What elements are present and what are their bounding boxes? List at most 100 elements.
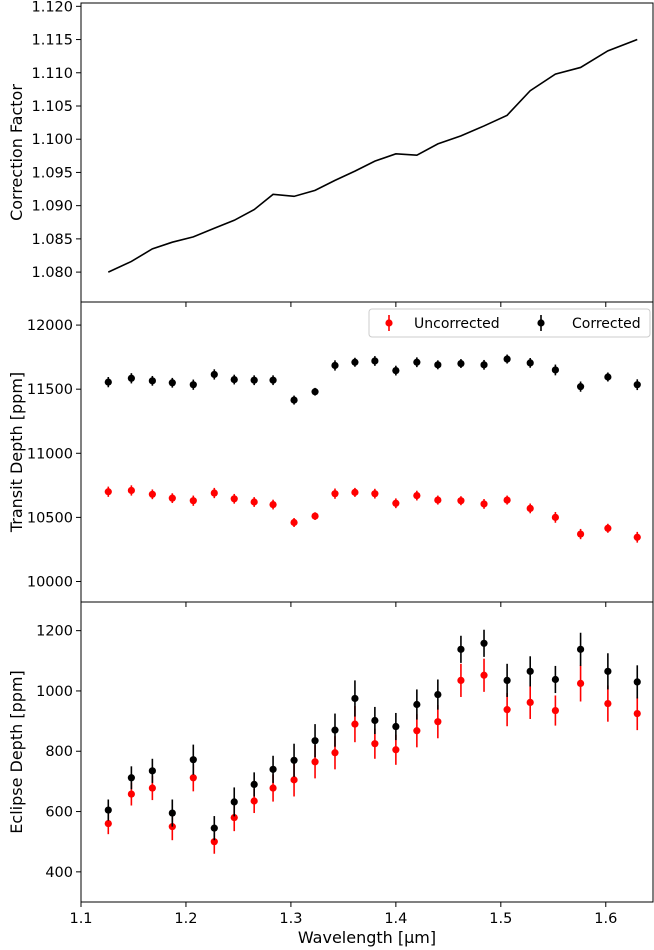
y-tick-label: 1200 bbox=[36, 624, 73, 640]
x-axis-label: Wavelength [μm] bbox=[298, 928, 436, 947]
data-point bbox=[311, 737, 319, 745]
data-point bbox=[104, 488, 112, 496]
data-point bbox=[526, 504, 534, 513]
data-point bbox=[148, 490, 156, 498]
data-point bbox=[413, 700, 421, 709]
data-point bbox=[250, 797, 258, 805]
y-tick-label: 1.095 bbox=[31, 165, 73, 181]
data-point bbox=[331, 726, 339, 734]
data-point bbox=[269, 500, 277, 509]
x-tick-label: 1.6 bbox=[594, 911, 617, 927]
data-point bbox=[604, 667, 612, 675]
data-point bbox=[551, 513, 559, 521]
x-tick-label: 1.4 bbox=[384, 911, 407, 927]
data-point bbox=[148, 767, 156, 775]
data-point bbox=[269, 376, 277, 384]
data-point bbox=[457, 645, 465, 653]
data-point bbox=[230, 798, 238, 806]
data-point bbox=[633, 709, 641, 718]
data-point bbox=[189, 774, 197, 782]
data-point bbox=[189, 497, 197, 505]
y-tick-label: 10500 bbox=[27, 510, 73, 526]
y-axis-label: Transit Depth [ppm] bbox=[7, 372, 26, 533]
x-tick-label: 1.2 bbox=[174, 911, 197, 927]
data-point bbox=[210, 824, 218, 832]
y-tick-label: 1.115 bbox=[31, 33, 73, 49]
data-point bbox=[269, 765, 277, 773]
data-point bbox=[551, 706, 559, 715]
correction-factor-plot-frame bbox=[80, 2, 654, 303]
data-point bbox=[189, 381, 197, 389]
data-point bbox=[290, 396, 298, 404]
y-tick-label: 400 bbox=[45, 865, 73, 881]
data-point bbox=[168, 379, 176, 387]
transit-depth-plot-frame bbox=[80, 301, 654, 603]
y-tick-label: 600 bbox=[45, 805, 73, 821]
y-tick-label: 11500 bbox=[27, 382, 73, 398]
data-point bbox=[503, 355, 511, 363]
y-tick-label: 11000 bbox=[27, 446, 73, 462]
data-point bbox=[210, 370, 218, 379]
data-point bbox=[290, 518, 298, 527]
data-point bbox=[269, 784, 277, 792]
series-uncorrected bbox=[104, 485, 641, 543]
eclipse-depth-plot-frame bbox=[80, 601, 654, 903]
data-point bbox=[148, 784, 156, 792]
x-tick-label: 1.1 bbox=[69, 911, 92, 927]
data-point bbox=[480, 639, 488, 647]
y-tick-label: 10000 bbox=[27, 574, 73, 590]
data-point bbox=[457, 497, 465, 505]
correction-factor-panel: 1.080 1.085 1.090 1.095 1.100 1.105 1.110 1.115… bbox=[7, 0, 654, 307]
data-point bbox=[457, 676, 465, 684]
data-point bbox=[503, 496, 511, 504]
data-point bbox=[351, 488, 359, 496]
data-point bbox=[230, 495, 238, 503]
y-tick-label: 800 bbox=[45, 744, 73, 760]
data-point bbox=[331, 490, 339, 498]
y-tick-label: 1.120 bbox=[31, 0, 73, 15]
data-point bbox=[371, 490, 379, 498]
data-point bbox=[480, 361, 488, 369]
y-tick-label: 1.080 bbox=[31, 265, 73, 281]
y-tick-label: 1.110 bbox=[31, 66, 73, 82]
series-corrected bbox=[104, 354, 641, 405]
data-point bbox=[250, 780, 258, 789]
data-point bbox=[290, 756, 298, 764]
data-point bbox=[413, 358, 421, 366]
data-point bbox=[290, 776, 298, 784]
data-point bbox=[230, 813, 238, 822]
data-point bbox=[127, 774, 135, 782]
data-point bbox=[457, 359, 465, 368]
data-point bbox=[148, 377, 156, 385]
y-tick-label: 12000 bbox=[27, 318, 73, 334]
series-line bbox=[107, 38, 638, 273]
legend-frame bbox=[368, 308, 651, 338]
y-axis-label: Eclipse Depth [ppm] bbox=[7, 670, 26, 833]
transit-depth-panel: 10000 10500 11000 11500 12000 Transit Depth [… bbox=[7, 301, 654, 607]
legend-marker bbox=[537, 319, 545, 327]
data-point bbox=[250, 376, 258, 384]
data-point bbox=[168, 809, 176, 817]
data-point bbox=[104, 378, 112, 386]
data-point bbox=[127, 374, 135, 382]
data-point bbox=[168, 823, 176, 831]
data-point bbox=[633, 533, 641, 541]
data-point bbox=[311, 512, 319, 520]
data-point bbox=[503, 706, 511, 714]
legend-label-uncorrected: Uncorrected bbox=[414, 316, 500, 332]
data-point bbox=[104, 820, 112, 828]
y-tick-label: 1.090 bbox=[31, 199, 73, 215]
data-point bbox=[526, 698, 534, 707]
x-tick-label: 1.5 bbox=[489, 911, 512, 927]
data-point bbox=[371, 716, 379, 725]
data-point bbox=[480, 671, 488, 679]
data-point bbox=[351, 694, 359, 703]
data-point bbox=[633, 678, 641, 686]
data-point bbox=[434, 496, 442, 504]
data-point bbox=[250, 498, 258, 506]
data-point bbox=[351, 358, 359, 366]
y-axis-label: Correction Factor bbox=[7, 84, 26, 221]
data-point bbox=[392, 499, 400, 507]
data-point bbox=[311, 388, 319, 396]
